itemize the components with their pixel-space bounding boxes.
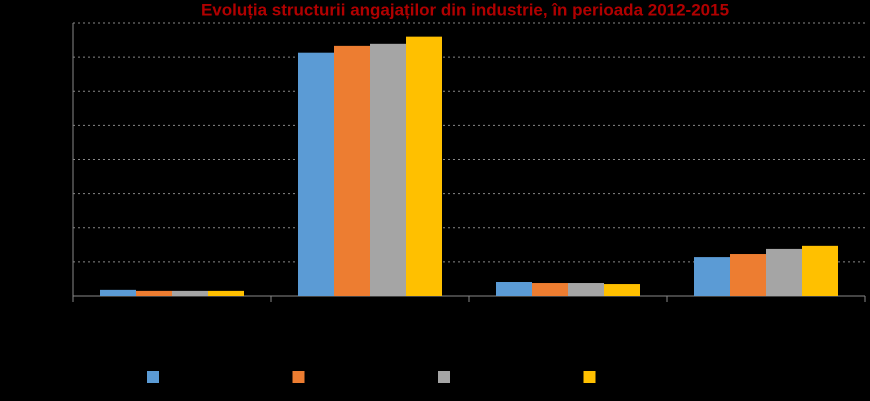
- y-tick-label: 5: [58, 118, 65, 132]
- bar: [532, 283, 568, 296]
- y-tick-label: 7: [58, 49, 65, 63]
- legend-swatch: [147, 371, 159, 383]
- y-tick-label: 1: [58, 254, 65, 268]
- bar: [496, 282, 532, 296]
- bar: [730, 254, 766, 296]
- bar: [604, 284, 640, 296]
- bar: [334, 45, 370, 296]
- legend-swatch: [292, 371, 305, 383]
- bar: [694, 257, 730, 296]
- y-tick-label: 3: [58, 186, 65, 200]
- bar: [406, 36, 442, 297]
- bar: [172, 290, 208, 296]
- bar: [136, 290, 172, 296]
- bar: [766, 248, 802, 296]
- bar: [370, 43, 406, 296]
- bar: [802, 245, 838, 296]
- bar: [568, 283, 604, 296]
- y-tick-label: 6: [58, 83, 65, 97]
- chart-title: Evoluția structurii angajaților din indu…: [201, 0, 729, 19]
- bar: [298, 52, 334, 296]
- y-tick-label: 2: [58, 220, 65, 234]
- y-tick-label: 0: [58, 288, 65, 302]
- y-tick-label: 4: [58, 152, 65, 166]
- bar: [208, 290, 244, 296]
- legend-swatch: [438, 371, 450, 383]
- bar: [100, 289, 136, 296]
- legend-swatch: [583, 371, 596, 383]
- y-tick-label: 8: [58, 15, 65, 29]
